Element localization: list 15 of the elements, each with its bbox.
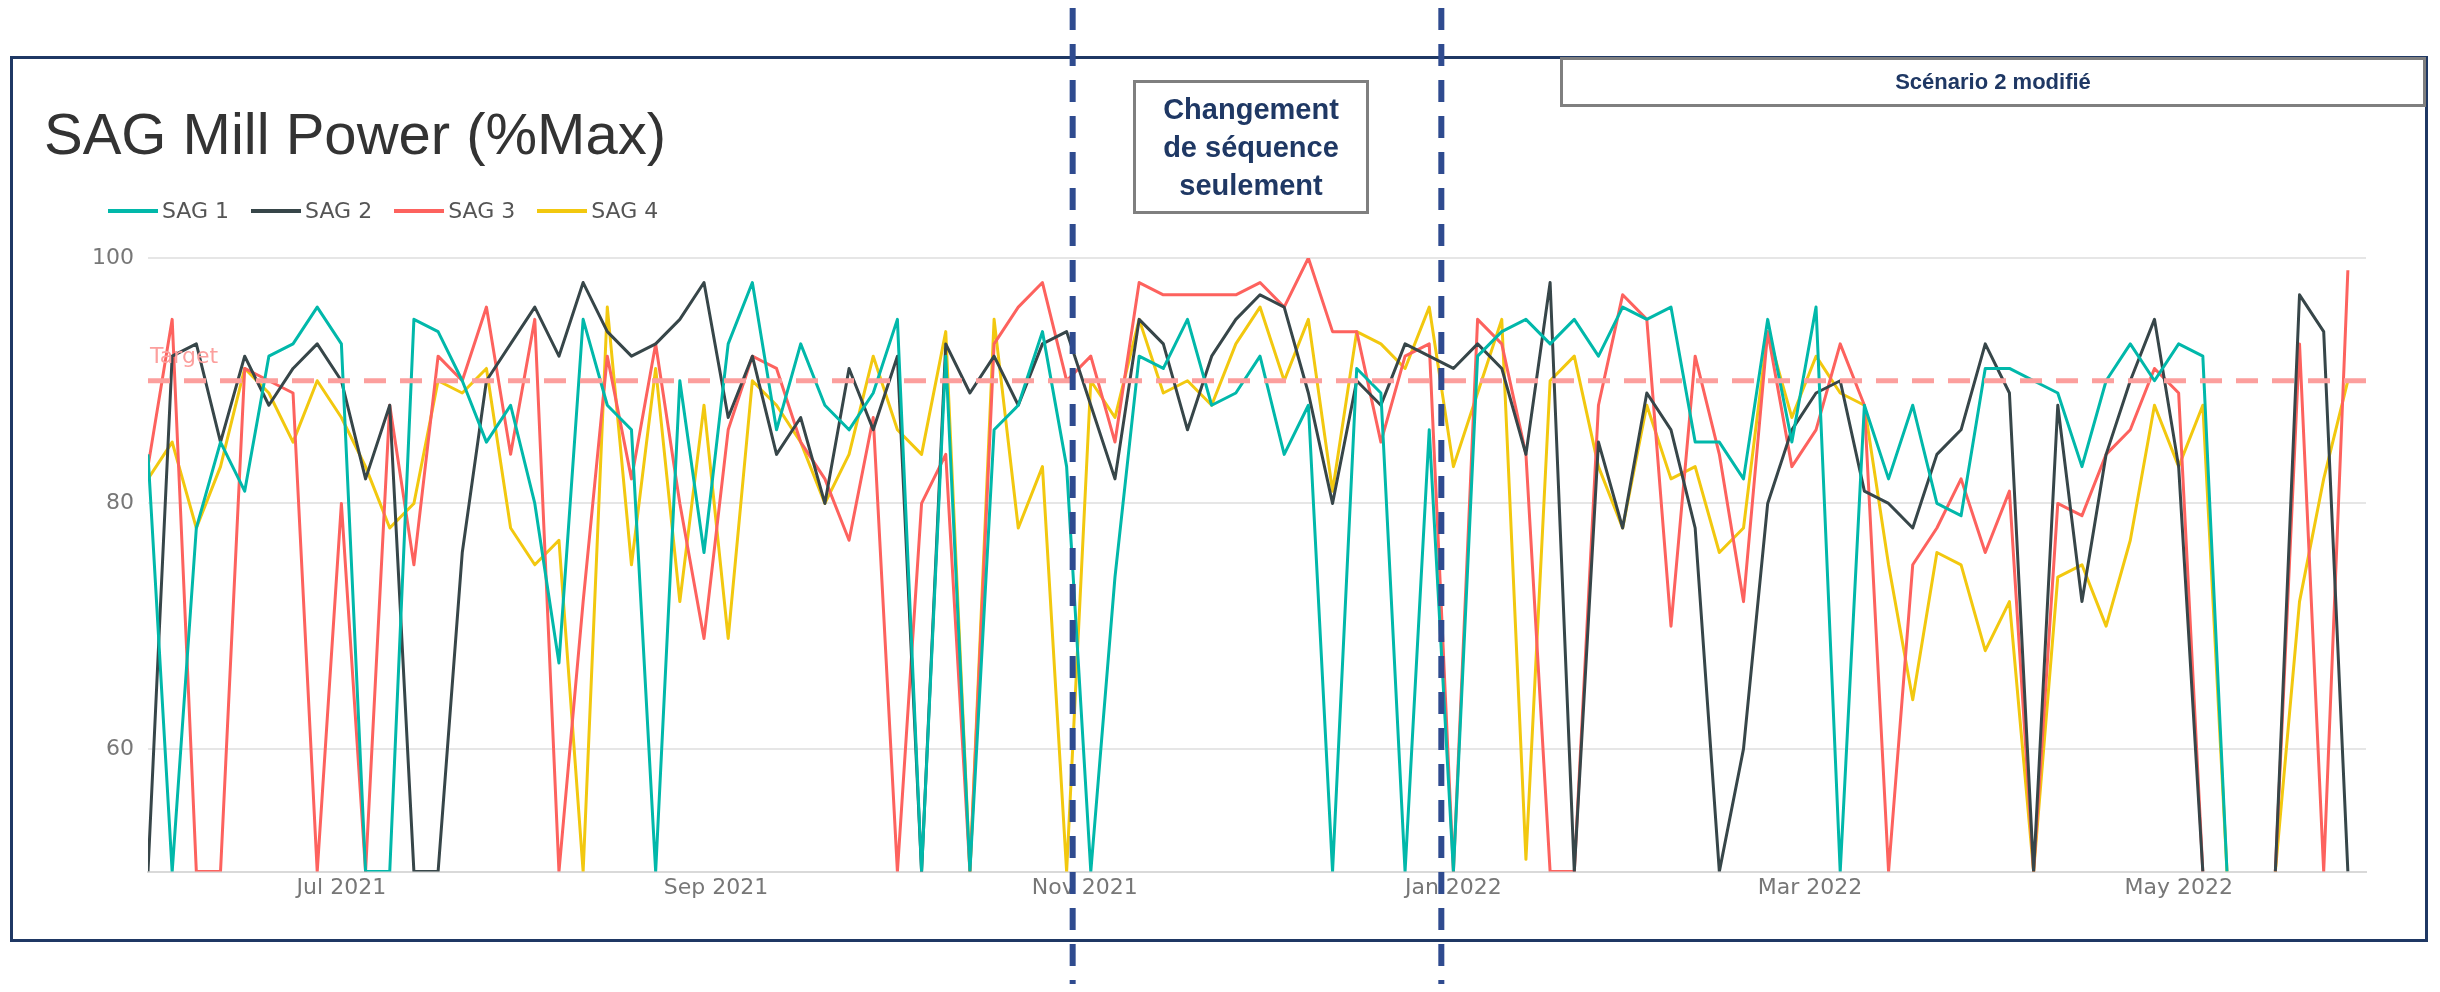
x-tick-label: Sep 2021 [663,873,769,899]
legend-label: SAG 4 [591,198,659,223]
text: Changement de séquence seulement [1162,92,1340,203]
x-tick-label: Jul 2021 [294,873,387,899]
y-tick-label: 80 [105,489,134,515]
y-tick-label: 100 [91,243,134,269]
legend-label: SAG 3 [448,198,516,223]
y-tick-label: 60 [105,734,134,760]
x-tick-label: Mar 2022 [1757,873,1863,899]
x-tick-label: Jan 2022 [1402,873,1502,899]
legend-label: SAG 2 [305,198,373,223]
legend-label: SAG 1 [162,198,230,223]
x-tick-label: May 2022 [2124,873,2233,899]
chart-title: SAG Mill Power (%Max) [44,100,666,167]
text: Scénario 2 modifié [1895,69,2091,95]
